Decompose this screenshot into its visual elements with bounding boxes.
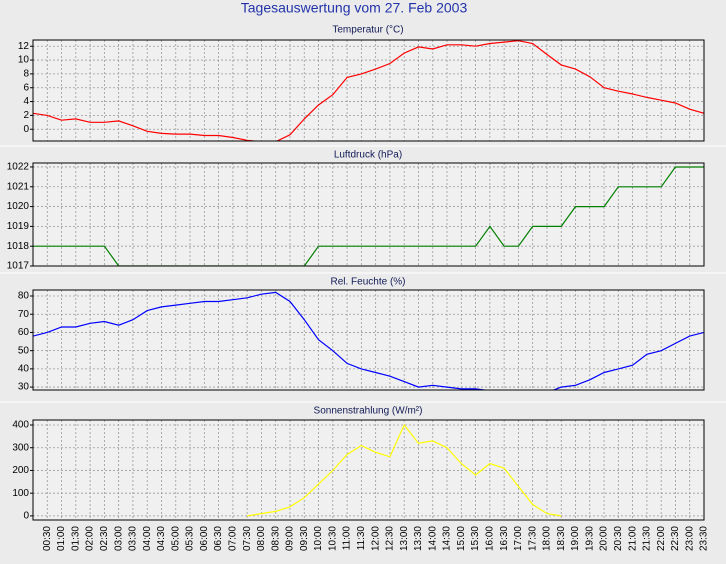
x-tick-label: 23:00 [684,526,695,551]
x-tick-label: 16:30 [499,526,510,551]
x-tick-label: 07:30 [242,526,253,551]
chart-title: Rel. Feuchte (%) [330,277,405,288]
y-tick-label: 30 [18,382,30,393]
data-line [33,291,704,390]
x-tick-label: 10:30 [327,526,338,551]
y-tick-label: 400 [12,420,29,431]
x-tick-label: 14:30 [442,526,453,551]
x-tick-label: 06:00 [199,526,210,551]
y-tick-label: 40 [18,364,30,375]
y-tick-label: 60 [18,327,30,338]
x-tick-label: 17:30 [527,526,538,551]
x-tick-label: 06:30 [213,526,224,551]
x-tick-label: 03:00 [113,526,124,551]
data-line [33,40,704,141]
chart-title: Sonnenstrahlung (W/m²) [314,406,423,417]
x-tick-label: 10:00 [313,526,324,551]
x-tick-label: 23:30 [699,526,710,551]
x-tick-label: 08:30 [270,526,281,551]
y-tick-label: 10 [18,55,30,66]
y-tick-label: 4 [23,96,29,107]
y-tick-label: 1018 [7,241,30,252]
x-tick-label: 15:00 [456,526,467,551]
x-tick-label: 19:00 [570,526,581,551]
x-tick-label: 07:00 [228,526,239,551]
x-tick-label: 22:30 [670,526,681,551]
x-tick-label: 12:30 [385,526,396,551]
y-tick-label: 50 [18,345,30,356]
x-tick-label: 13:00 [399,526,410,551]
plot-border [32,162,705,267]
x-tick-label: 20:30 [613,526,624,551]
x-tick-label: 22:00 [656,526,667,551]
x-tick-label: 17:00 [513,526,524,551]
x-tick-label: 13:30 [413,526,424,551]
y-tick-label: 1022 [7,162,30,173]
y-tick-label: 12 [18,41,30,52]
x-tick-label: 14:00 [427,526,438,551]
x-tick-label: 21:30 [642,526,653,551]
y-tick-label: 0 [23,124,29,135]
x-tick-label: 04:00 [142,526,153,551]
x-tick-label: 19:30 [584,526,595,551]
chart-title: Luftdruck (hPa) [334,150,402,161]
data-line [33,166,704,266]
x-tick-label: 21:00 [627,526,638,551]
page-title: Tagesauswertung vom 27. Feb 2003 [241,0,468,16]
y-tick-label: 80 [18,291,30,302]
y-tick-label: 8 [23,69,29,80]
y-tick-label: 1021 [7,181,30,192]
y-tick-label: 100 [12,488,29,499]
x-tick-label: 11:30 [356,526,367,551]
x-tick-label: 00:30 [42,526,53,551]
y-tick-label: 1020 [7,201,30,212]
y-tick-label: 1017 [7,261,30,272]
x-tick-label: 11:00 [342,526,353,551]
x-tick-label: 02:00 [85,526,96,551]
x-tick-label: 01:00 [56,526,67,551]
x-tick-label: 05:00 [170,526,181,551]
x-tick-label: 09:30 [299,526,310,551]
y-tick-label: 1019 [7,221,30,232]
plot-area [33,163,704,266]
y-tick-label: 200 [12,465,29,476]
x-tick-label: 02:30 [99,526,110,551]
x-tick-label: 15:30 [470,526,481,551]
x-tick-label: 08:00 [256,526,267,551]
y-tick-label: 2 [23,110,29,121]
plot-area [33,40,704,141]
data-line [247,423,562,517]
y-tick-label: 70 [18,309,30,320]
x-tick-label: 20:00 [599,526,610,551]
x-tick-label: 03:30 [128,526,139,551]
x-tick-label: 05:30 [185,526,196,551]
plot-border [32,289,705,391]
x-tick-label: 01:30 [70,526,81,551]
plot-area [33,290,704,390]
x-tick-label: 18:30 [556,526,567,551]
x-tick-label: 12:00 [370,526,381,551]
y-tick-label: 300 [12,442,29,453]
plot-area [33,420,704,520]
x-tick-label: 18:00 [542,526,553,551]
y-tick-label: 6 [23,82,29,93]
x-tick-label: 16:00 [484,526,495,551]
plot-border [32,39,705,142]
y-tick-label: 0 [23,511,29,522]
x-tick-label: 09:00 [285,526,296,551]
chart-title: Temperatur (°C) [332,25,403,36]
x-tick-label: 04:30 [156,526,167,551]
plot-border [32,419,705,521]
